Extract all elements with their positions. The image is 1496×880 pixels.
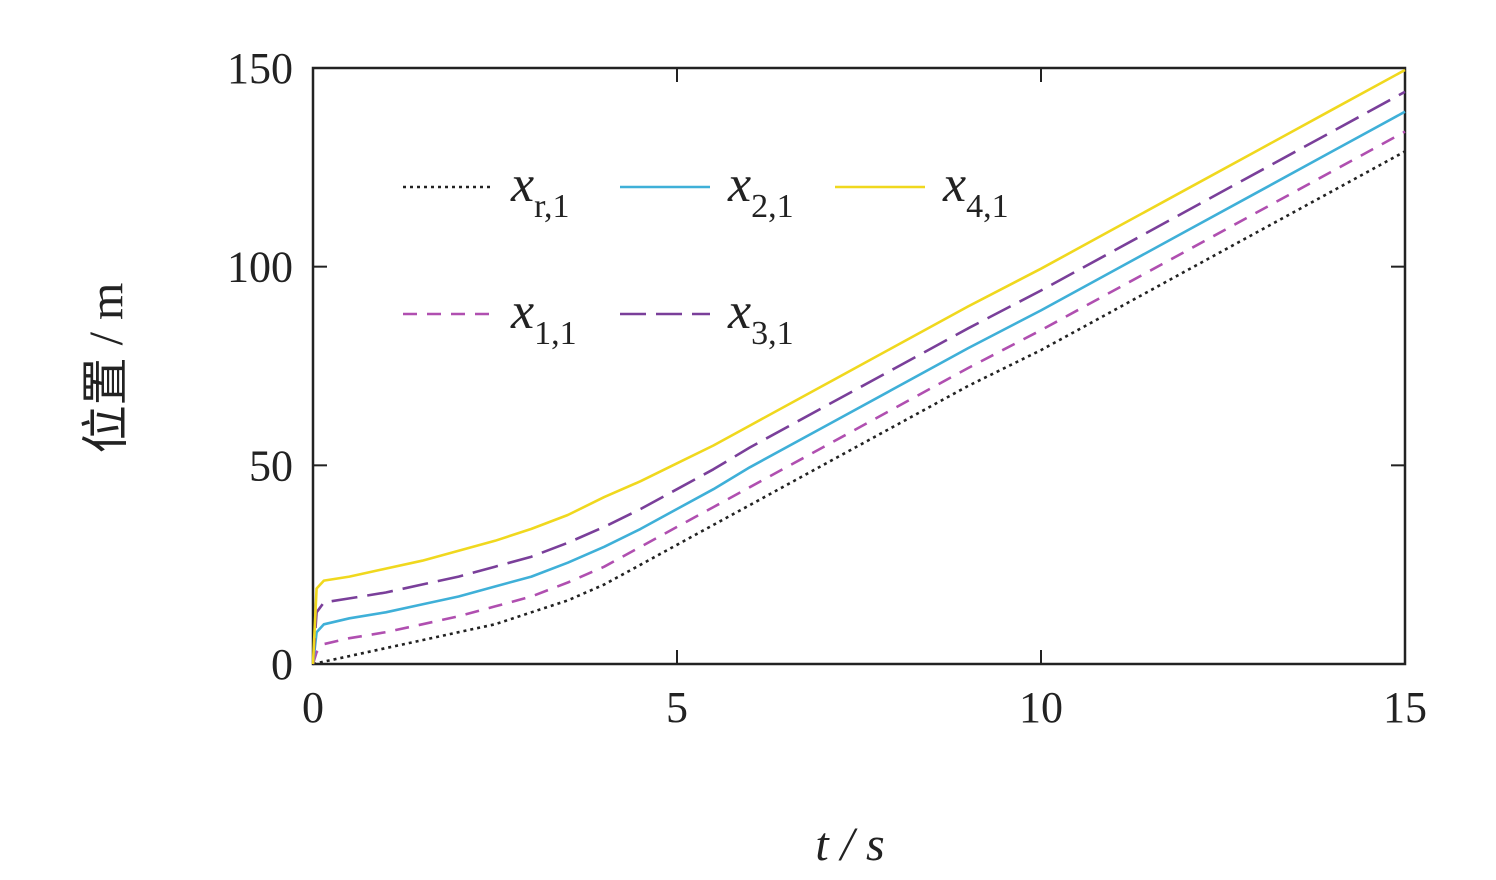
y-tick-label: 0 <box>271 640 293 689</box>
legend: xr,1 x2,1 x4,1 x1,1 x3,1 <box>403 156 1009 352</box>
axis-ticks <box>312 67 1406 665</box>
y-tick-label: 50 <box>249 441 293 490</box>
series-line-4 <box>311 68 1406 665</box>
series-line-3 <box>311 90 1406 665</box>
y-tick-label: 150 <box>227 44 293 93</box>
series-line-2 <box>311 110 1406 665</box>
legend-label-0: xr,1 <box>510 156 570 225</box>
x-axis-label: t / s <box>815 818 884 871</box>
series-lines <box>311 68 1406 666</box>
legend-label-2: x2,1 <box>727 156 794 225</box>
x-tick-label: 0 <box>302 683 324 732</box>
plot-frame <box>311 66 1407 666</box>
y-tick-label: 100 <box>227 243 293 292</box>
x-tick-label: 5 <box>666 683 688 732</box>
legend-label-1: x1,1 <box>510 283 577 352</box>
series-line-1 <box>311 130 1406 665</box>
legend-label-3: x3,1 <box>727 283 794 352</box>
x-tick-label: 10 <box>1019 683 1063 732</box>
series-line-0 <box>312 150 1406 666</box>
y-axis-label: 位置 / m <box>80 283 133 454</box>
legend-label-4: x4,1 <box>942 156 1009 225</box>
plot-area <box>311 66 1407 666</box>
x-tick-label: 15 <box>1383 683 1427 732</box>
